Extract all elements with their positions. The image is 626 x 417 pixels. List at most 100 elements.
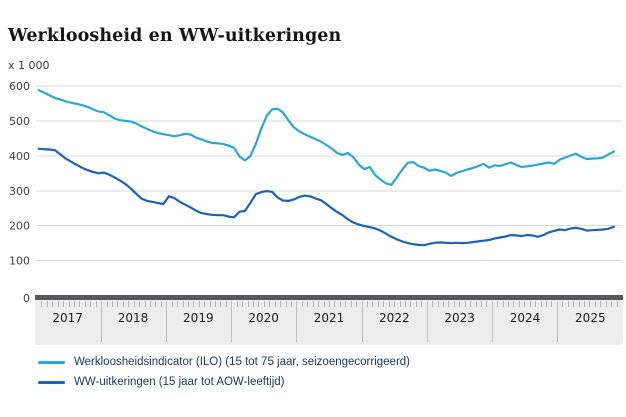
month-tick	[475, 301, 477, 307]
month-tick	[339, 301, 341, 307]
month-tick	[301, 301, 303, 307]
ww-series-line	[37, 147, 616, 247]
month-tick	[437, 301, 439, 307]
month-tick	[204, 301, 206, 307]
legend-label-ilo: Werkloosheidsindicator (ILO) (15 tot 75 …	[74, 356, 411, 368]
month-tick	[551, 301, 553, 307]
y-axis-unit-label: x 1 000	[8, 59, 50, 72]
month-tick	[155, 301, 157, 307]
month-tick	[453, 301, 455, 307]
chart-legend: Werkloosheidsindicator (ILO) (15 tot 75 …	[38, 352, 410, 392]
month-tick	[68, 301, 70, 307]
month-tick	[73, 301, 75, 307]
month-tick	[269, 301, 271, 307]
legend-label-ww: WW-uitkeringen (15 jaar tot AOW-leeftijd…	[74, 376, 285, 388]
month-tick	[497, 301, 499, 307]
month-tick	[318, 301, 320, 307]
month-tick	[263, 301, 265, 307]
y-axis-tick-label-100: 100	[9, 255, 30, 268]
month-tick	[356, 301, 358, 307]
month-tick	[442, 301, 444, 307]
y-axis-tick-label-200: 200	[9, 220, 30, 233]
month-tick	[594, 301, 596, 307]
month-tick	[518, 301, 520, 307]
month-tick	[529, 301, 531, 307]
month-tick	[388, 301, 390, 307]
month-tick	[535, 301, 537, 307]
month-tick	[285, 301, 287, 307]
month-tick	[149, 301, 151, 307]
legend-item-ilo: Werkloosheidsindicator (ILO) (15 tot 75 …	[38, 352, 410, 372]
month-tick	[41, 301, 43, 307]
month-tick	[312, 301, 314, 307]
x-axis-year-label-2018: 2018	[117, 311, 149, 325]
month-tick	[225, 301, 227, 307]
month-tick	[46, 301, 48, 307]
month-tick	[366, 301, 368, 307]
month-tick	[513, 301, 515, 307]
month-tick	[372, 301, 374, 307]
year-divider	[231, 301, 233, 342]
x-axis-year-label-2023: 2023	[444, 311, 475, 325]
month-tick	[84, 301, 86, 307]
month-tick	[242, 301, 244, 307]
month-tick	[383, 301, 385, 307]
month-tick	[399, 301, 401, 307]
x-axis-year-label-2019: 2019	[183, 311, 214, 325]
month-tick	[307, 301, 309, 307]
month-tick	[193, 301, 195, 307]
month-tick	[209, 301, 211, 307]
month-tick	[198, 301, 200, 307]
month-tick	[616, 301, 618, 307]
year-divider	[491, 301, 493, 342]
month-tick	[546, 301, 548, 307]
y-axis-tick-label-300: 300	[9, 185, 30, 198]
month-tick	[584, 301, 586, 307]
month-tick	[470, 301, 472, 307]
month-tick	[160, 301, 162, 307]
month-tick	[502, 301, 504, 307]
month-tick	[600, 301, 602, 307]
month-tick	[350, 301, 352, 307]
ww-line-swatch	[38, 380, 65, 384]
month-tick	[57, 301, 59, 307]
x-axis-year-label-2021: 2021	[313, 311, 345, 325]
month-tick	[448, 301, 450, 307]
x-axis-year-label-2022: 2022	[379, 311, 410, 325]
year-divider	[426, 301, 428, 342]
year-divider	[166, 301, 168, 342]
month-tick	[323, 301, 325, 307]
month-tick	[464, 301, 466, 307]
ilo-series-line	[37, 89, 616, 186]
month-tick	[187, 301, 189, 307]
y-axis-tick-label-400: 400	[9, 150, 30, 163]
month-tick	[139, 301, 141, 307]
month-tick	[459, 301, 461, 307]
month-tick	[236, 301, 238, 307]
month-tick	[63, 301, 65, 307]
month-tick	[253, 301, 255, 307]
y-axis-tick-label-500: 500	[9, 115, 30, 128]
month-tick	[111, 301, 113, 307]
month-tick	[573, 301, 575, 307]
month-tick	[480, 301, 482, 307]
y-axis-tick-label-600: 600	[9, 80, 30, 93]
chart-title: Werkloosheid en WW-uitkeringen	[8, 26, 342, 46]
month-tick	[182, 301, 184, 307]
ilo-line-swatch	[38, 360, 65, 364]
month-tick	[280, 301, 282, 307]
line-chart-plot-area: 600 500 400 300 200 100 0	[9, 80, 623, 305]
month-tick	[329, 301, 330, 307]
year-divider	[556, 301, 558, 342]
month-tick	[177, 301, 179, 307]
month-tick	[432, 301, 434, 307]
month-tick	[524, 301, 526, 307]
month-tick	[220, 301, 222, 307]
x-axis-year-label-2024: 2024	[509, 311, 541, 325]
month-tick	[274, 301, 276, 307]
year-divider	[361, 301, 363, 342]
month-tick	[421, 301, 423, 307]
month-tick	[394, 301, 396, 307]
month-tick	[90, 301, 92, 307]
